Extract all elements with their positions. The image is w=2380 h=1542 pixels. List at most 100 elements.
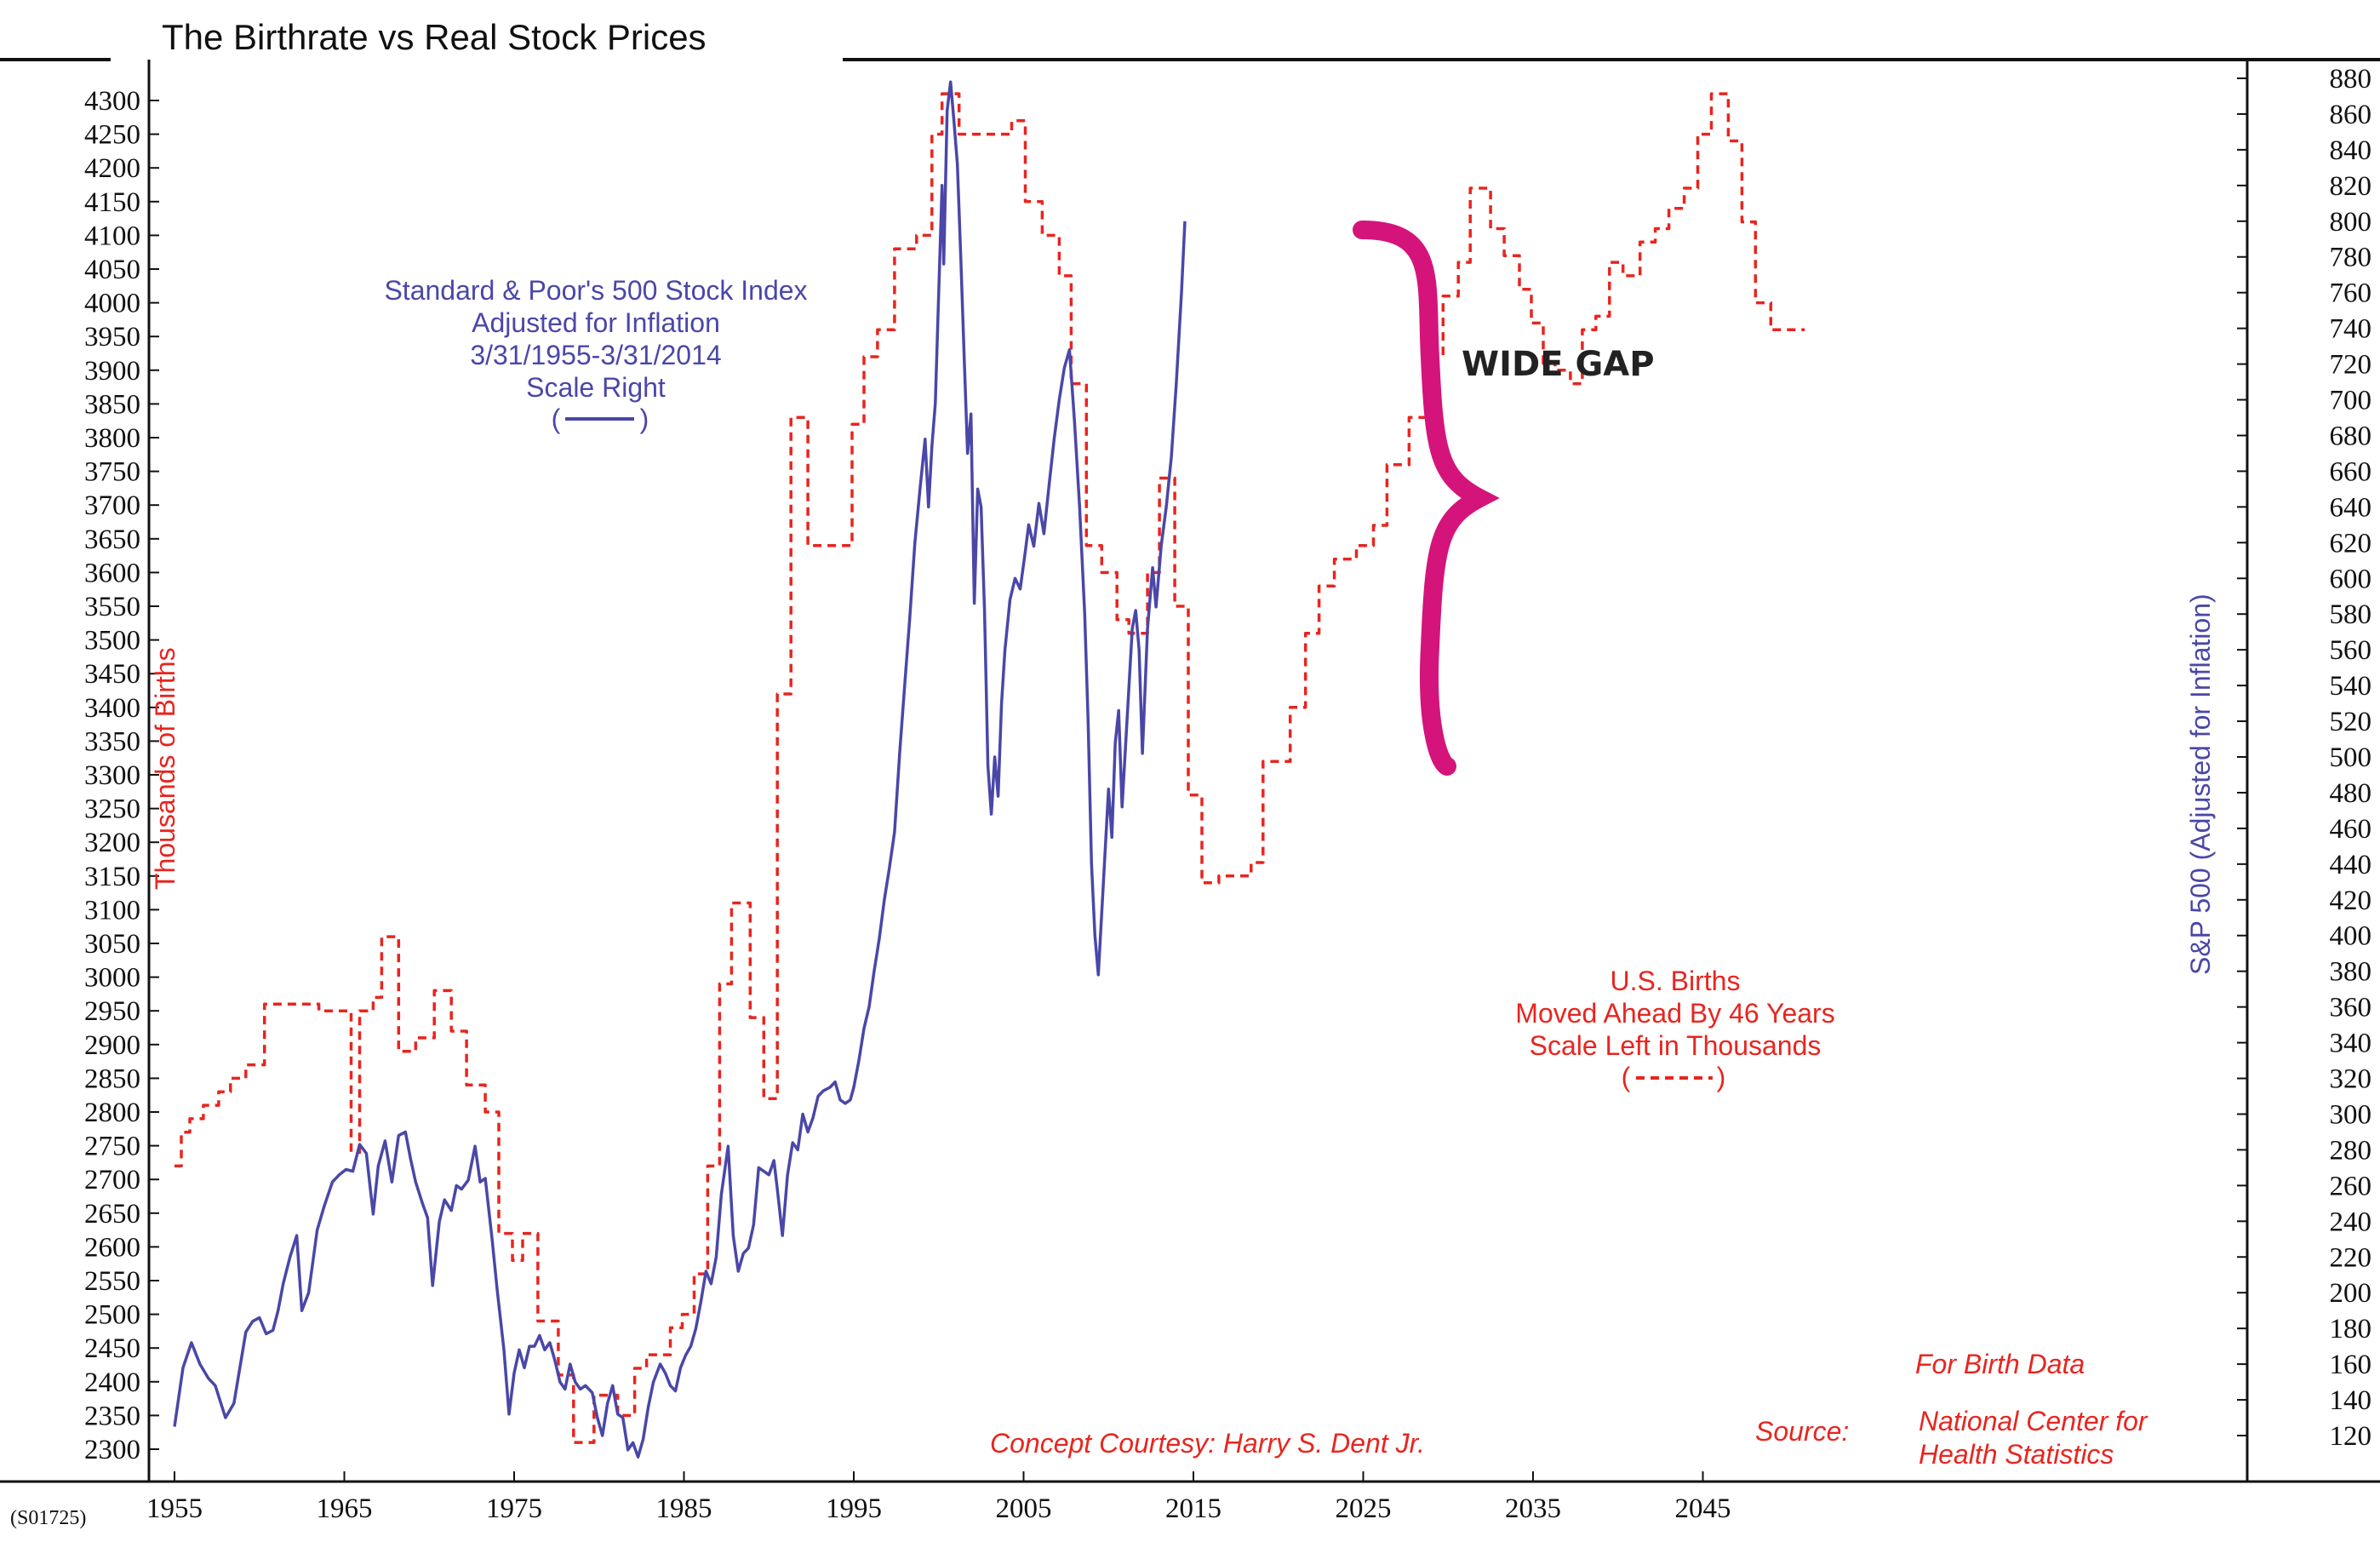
x-axis-tick-label: 1985 xyxy=(656,1493,712,1524)
right-axis-tick-label: 860 xyxy=(2330,100,2372,130)
left-axis-tick-label: 4150 xyxy=(84,187,140,218)
left-axis-tick-label: 2650 xyxy=(84,1199,140,1230)
x-axis-tick-label: 1955 xyxy=(146,1493,203,1524)
right-axis-tick-label: 680 xyxy=(2330,421,2372,451)
right-axis-tick-label: 440 xyxy=(2330,850,2372,880)
left-axis-tick-label: 2450 xyxy=(84,1333,140,1364)
sp500-legend-sample-close: ) xyxy=(640,404,649,434)
left-axis-tick-label: 2750 xyxy=(84,1132,140,1162)
right-axis-tick-label: 120 xyxy=(2330,1421,2372,1452)
left-axis-label: Thousands of Births xyxy=(150,647,180,890)
right-axis-tick-label: 720 xyxy=(2330,350,2372,381)
left-axis-tick-label: 3250 xyxy=(84,794,140,825)
right-axis-tick-label: 460 xyxy=(2330,814,2372,845)
left-axis-tick-label: 3700 xyxy=(84,490,140,521)
source-label: Source: xyxy=(1755,1416,1849,1447)
right-axis-tick-label: 640 xyxy=(2330,492,2372,523)
left-axis-tick-label: 2500 xyxy=(84,1300,140,1331)
right-axis-tick-label: 620 xyxy=(2330,528,2372,559)
right-axis-tick-label: 240 xyxy=(2330,1207,2372,1237)
left-axis-tick-label: 3950 xyxy=(84,322,140,353)
left-axis-tick-label: 3550 xyxy=(84,592,140,622)
right-axis-tick-label: 200 xyxy=(2330,1278,2372,1309)
right-axis-tick-label: 800 xyxy=(2330,207,2372,238)
right-axis-tick-label: 500 xyxy=(2330,742,2372,773)
right-axis-tick-label: 180 xyxy=(2330,1314,2372,1344)
left-axis-tick-label: 3300 xyxy=(84,760,140,791)
right-axis-tick-label: 600 xyxy=(2330,564,2372,594)
left-axis-tick-label: 4250 xyxy=(84,120,140,151)
left-axis-tick-label: 2700 xyxy=(84,1165,140,1195)
right-axis-tick-label: 380 xyxy=(2330,957,2372,988)
sp500-legend-sample-open: ( xyxy=(552,404,561,434)
sp500-legend-line-4: Scale Right xyxy=(526,372,666,403)
sp500-legend: Standard & Poor's 500 Stock Index Adjust… xyxy=(384,275,807,434)
right-axis-tick-label: 480 xyxy=(2330,778,2372,809)
right-axis-tick-label: 260 xyxy=(2330,1171,2372,1201)
right-axis-tick-label: 140 xyxy=(2330,1385,2372,1416)
left-axis-tick-label: 3600 xyxy=(84,558,140,588)
left-axis-tick-label: 3450 xyxy=(84,659,140,690)
left-axis-tick-label: 4300 xyxy=(84,86,140,117)
right-axis-tick-label: 360 xyxy=(2330,993,2372,1023)
right-axis-tick-label: 540 xyxy=(2330,671,2372,702)
right-axis-tick-label: 820 xyxy=(2330,171,2372,202)
x-axis-tick-label: 2045 xyxy=(1675,1493,1731,1524)
right-axis-tick-label: 780 xyxy=(2330,243,2372,273)
concept-credit: Concept Courtesy: Harry S. Dent Jr. xyxy=(990,1428,1425,1459)
births-legend: U.S. Births Moved Ahead By 46 Years Scal… xyxy=(1515,966,1834,1092)
left-axis-tick-label: 4100 xyxy=(84,221,140,251)
right-axis-tick-label: 700 xyxy=(2330,386,2372,416)
right-axis-tick-label: 840 xyxy=(2330,135,2372,166)
left-axis-tick-label: 4000 xyxy=(84,289,140,319)
left-axis-tick-label: 3900 xyxy=(84,356,140,387)
right-axis-tick-label: 400 xyxy=(2330,921,2372,952)
left-axis-tick-label: 2400 xyxy=(84,1367,140,1398)
x-axis: 1955 1965 1975 1985 1995 2005 2015 2025 2035 2045 xyxy=(146,1471,1731,1524)
births-legend-sample-open: ( xyxy=(1622,1062,1631,1092)
x-axis-tick-label: 2015 xyxy=(1165,1493,1221,1524)
right-axis-tick-label: 880 xyxy=(2330,64,2372,95)
right-axis-label: S&P 500 (Adjusted for Inflation) xyxy=(2185,593,2216,975)
left-axis-tick-label: 3000 xyxy=(84,963,140,994)
left-axis-tick-label: 3050 xyxy=(84,929,140,960)
left-axis-tick-label: 3650 xyxy=(84,525,140,555)
right-axis-tick-label: 760 xyxy=(2330,278,2372,309)
left-axis-tick-label: 2550 xyxy=(84,1266,140,1297)
series-layer xyxy=(173,80,1805,1459)
left-axis-tick-label: 3400 xyxy=(84,693,140,724)
source-line-3: Health Statistics xyxy=(1919,1439,2114,1470)
sp500-legend-line-1: Standard & Poor's 500 Stock Index xyxy=(384,275,807,306)
x-axis-tick-label: 1965 xyxy=(317,1493,373,1524)
sp500-series-line xyxy=(173,80,1187,1459)
births-legend-line-3: Scale Left in Thousands xyxy=(1530,1030,1822,1061)
left-axis-tick-label: 3850 xyxy=(84,389,140,420)
right-axis-tick-label: 160 xyxy=(2330,1350,2372,1380)
left-axis-tick-label: 3500 xyxy=(84,626,140,656)
right-axis-tick-label: 420 xyxy=(2330,886,2372,916)
sp500-legend-line-3: 3/31/1955-3/31/2014 xyxy=(470,340,721,370)
left-axis-tick-label: 3100 xyxy=(84,895,140,926)
right-axis-tick-label: 280 xyxy=(2330,1135,2372,1166)
left-axis-tick-label: 2950 xyxy=(84,996,140,1027)
x-axis-tick-label: 2025 xyxy=(1336,1493,1392,1524)
source-line-1: For Birth Data xyxy=(1915,1349,2085,1379)
right-axis-tick-label: 220 xyxy=(2330,1242,2372,1273)
right-axis-tick-label: 320 xyxy=(2330,1064,2372,1095)
x-axis-tick-label: 2035 xyxy=(1505,1493,1561,1524)
left-axis-tick-label: 2800 xyxy=(84,1098,140,1128)
wide-gap-label: WIDE GAP xyxy=(1462,345,1655,384)
chart-title: The Birthrate vs Real Stock Prices xyxy=(162,17,707,57)
left-axis-tick-label: 2850 xyxy=(84,1063,140,1094)
births-legend-line-1: U.S. Births xyxy=(1611,966,1741,996)
right-axis-tick-label: 340 xyxy=(2330,1029,2372,1059)
sp500-legend-line-2: Adjusted for Inflation xyxy=(472,307,720,338)
left-axis-tick-label: 4050 xyxy=(84,255,140,285)
chart-code: (S01725) xyxy=(10,1507,86,1529)
x-axis-tick-label: 1995 xyxy=(826,1493,882,1524)
left-axis-tick-label: 3150 xyxy=(84,862,140,892)
left-axis-tick-label: 3750 xyxy=(84,457,140,488)
